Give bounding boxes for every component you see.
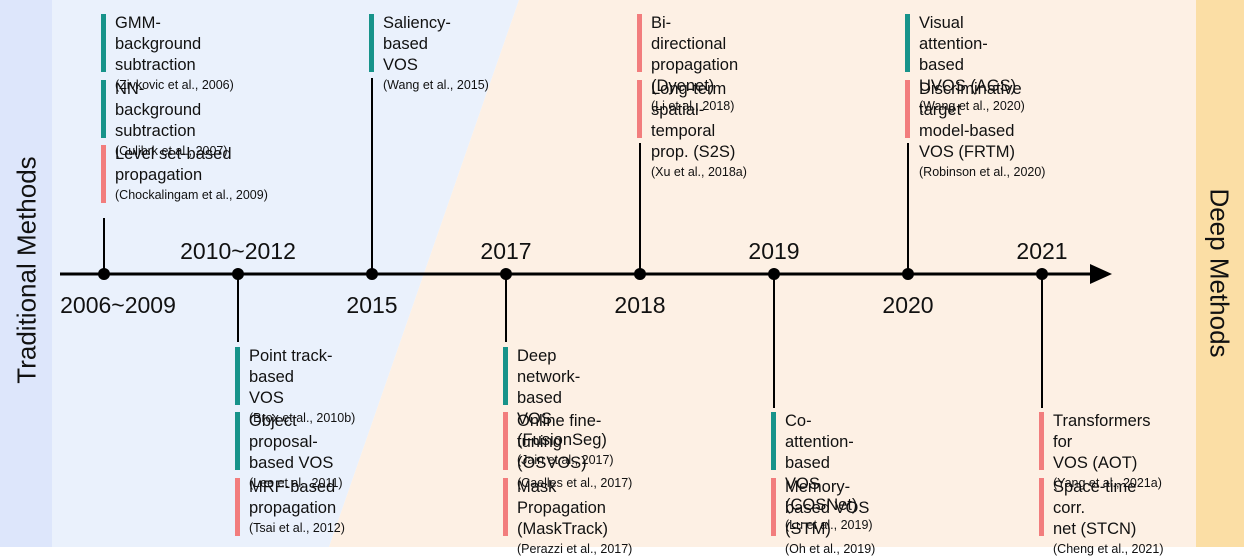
method-citation: (Yang et al., 2021a) xyxy=(1053,476,1162,490)
method-citation: (Perazzi et al., 2017) xyxy=(517,542,633,556)
category-bar xyxy=(637,14,642,72)
node-2020 xyxy=(902,268,914,280)
category-bar xyxy=(235,412,240,470)
category-bar xyxy=(235,478,240,536)
node-2019 xyxy=(768,268,780,280)
method-citation: (Xu et al., 2018a) xyxy=(651,165,747,179)
category-bar xyxy=(905,80,910,138)
method-citation: (Wang et al., 2015) xyxy=(383,78,489,92)
node-2006 xyxy=(98,268,110,280)
category-bar xyxy=(1039,478,1044,536)
method-title: MRF-based propagation xyxy=(249,478,337,517)
category-bar xyxy=(101,14,106,72)
node-2021 xyxy=(1036,268,1048,280)
method-citation: (Robinson et al., 2020) xyxy=(919,165,1046,179)
method-title: Space-time corr. net (STCN) xyxy=(1053,478,1137,538)
method-citation: (Li et al., 2018) xyxy=(651,99,735,113)
method-title: GMM-background subtraction xyxy=(115,14,202,74)
year-label-2018: 2018 xyxy=(614,292,666,318)
category-bar xyxy=(101,80,106,138)
method-title: Saliency-based VOS xyxy=(383,14,451,74)
year-label-2019: 2019 xyxy=(748,238,800,264)
traditional-region-bg xyxy=(0,0,52,547)
method-citation: (Oh et al., 2019) xyxy=(785,542,876,556)
method-title: Memory-based VOS (STM) xyxy=(785,478,870,538)
method-citation: (Lu et al., 2019) xyxy=(785,518,873,532)
node-2018 xyxy=(634,268,646,280)
year-label-2010: 2010~2012 xyxy=(180,238,296,264)
node-2015 xyxy=(366,268,378,280)
deep-region-bg xyxy=(1196,0,1244,547)
deep-methods-label: Deep Methods xyxy=(1204,188,1235,358)
year-label-2021: 2021 xyxy=(1016,238,1068,264)
method-citation: (Tsai et al., 2012) xyxy=(249,521,345,535)
method-citation: (Wang et al., 2020) xyxy=(919,99,1025,113)
category-bar xyxy=(235,347,240,405)
category-bar xyxy=(369,14,374,72)
method-citation: (Zivkovic et al., 2006) xyxy=(115,78,234,92)
method-title: Deep network-based VOS (FusionSeg) xyxy=(517,347,607,449)
method-title: NN-background subtraction xyxy=(115,80,202,140)
method-citation: (Cheng et al., 2021) xyxy=(1053,542,1164,556)
method-citation: (Jain et al., 2017) xyxy=(517,453,614,467)
node-2017 xyxy=(500,268,512,280)
method-title: Transformers for VOS (AOT) xyxy=(1053,412,1151,472)
year-label-2017: 2017 xyxy=(480,238,532,264)
category-bar xyxy=(503,478,508,536)
category-bar xyxy=(101,145,106,203)
category-bar xyxy=(1039,412,1044,470)
method-title: Bi-directional propagation (Dyenet) xyxy=(651,14,739,95)
category-bar xyxy=(905,14,910,72)
method-title: Mask Propagation (MaskTrack) xyxy=(517,478,609,538)
method-title: Visual attention-based UVOS (AGS) xyxy=(919,14,1017,95)
year-label-2020: 2020 xyxy=(882,292,934,318)
category-bar xyxy=(771,412,776,470)
category-bar xyxy=(503,347,508,405)
category-bar xyxy=(503,412,508,470)
method-title: Long-term spatial- temporal prop. (S2S) xyxy=(651,80,736,161)
method-title: Discriminative target model-based VOS (F… xyxy=(919,80,1022,161)
method-title: Co-attention-based VOS (COSNet) xyxy=(785,412,858,514)
year-label-2006: 2006~2009 xyxy=(60,292,176,318)
node-2010 xyxy=(232,268,244,280)
method-title: Online fine-tuning (OSVOS) xyxy=(517,412,602,472)
category-bar xyxy=(771,478,776,536)
method-citation: (Brox et al., 2010b) xyxy=(249,411,356,425)
method-citation: (Caelles et al., 2017) xyxy=(517,476,633,490)
method-citation: (Culibrk et al., 2007) xyxy=(115,144,228,158)
category-bar xyxy=(637,80,642,138)
method-title: Object proposal- based VOS xyxy=(249,412,334,472)
method-title: Point track-based VOS xyxy=(249,347,333,407)
timeline-arrowhead xyxy=(1090,264,1112,284)
year-label-2015: 2015 xyxy=(346,292,398,318)
method-title: Level set-based propagation xyxy=(115,145,232,184)
method-citation: (Lee et al., 2011) xyxy=(249,476,343,490)
method-citation: (Chockalingam et al., 2009) xyxy=(115,188,268,202)
traditional-methods-label: Traditional Methods xyxy=(11,156,42,384)
